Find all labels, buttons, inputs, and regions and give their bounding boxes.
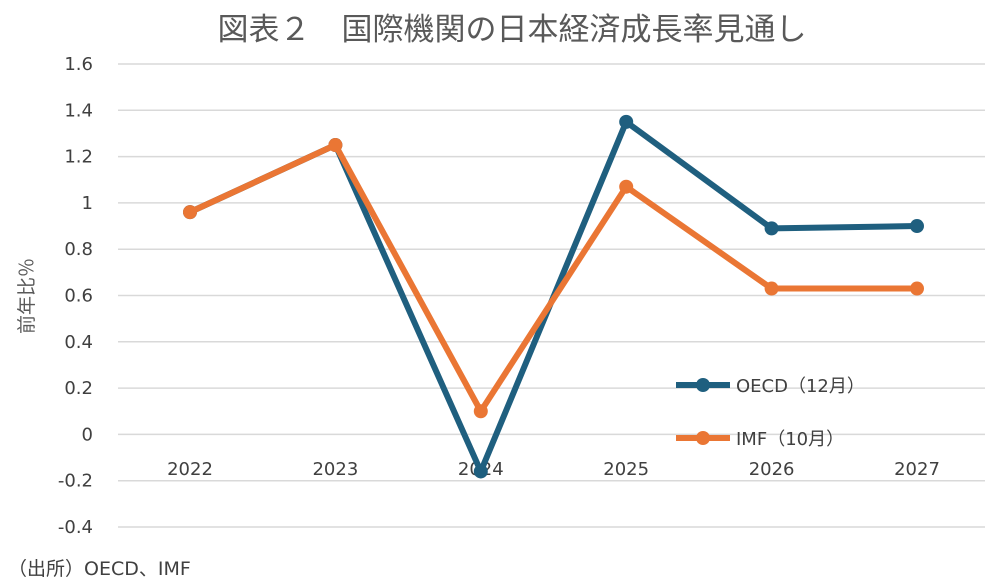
- data-point: [328, 138, 343, 153]
- chart-title: 図表２ 国際機関の日本経済成長率見通し: [218, 12, 807, 48]
- legend-marker: [696, 378, 710, 392]
- x-tick-labels: 202220232024202520262027: [167, 459, 940, 480]
- y-tick-label: 0.6: [64, 286, 93, 307]
- y-tick-label: 0.8: [64, 239, 93, 260]
- source-note: （出所）OECD、IMF: [8, 558, 191, 580]
- y-tick-label: 1.2: [64, 147, 93, 168]
- legend-item: IMF（10月）: [676, 429, 844, 450]
- x-tick-label: 2022: [167, 459, 213, 480]
- y-axis-label: 前年比％: [16, 258, 38, 334]
- y-tick-label: 1.6: [64, 54, 93, 75]
- x-tick-label: 2023: [312, 459, 358, 480]
- legend-label: OECD（12月）: [736, 376, 865, 397]
- series-lines: [183, 114, 924, 479]
- legend-label: IMF（10月）: [736, 429, 844, 450]
- legend: OECD（12月） IMF（10月）: [676, 376, 865, 450]
- y-tick-label: 1: [82, 193, 93, 214]
- data-point: [473, 464, 488, 479]
- y-tick-label: -0.4: [58, 517, 93, 538]
- data-point: [910, 281, 924, 296]
- y-tick-label: 0: [82, 424, 93, 445]
- data-point: [910, 219, 924, 234]
- data-point: [764, 221, 779, 236]
- data-point: [619, 179, 634, 194]
- y-tick-labels: 1.6 1.4 1.2 1 0.8 0.6 0.4 0.2 0 -0.2 -0.4: [58, 54, 93, 538]
- series-line: [187, 142, 920, 415]
- data-point: [619, 114, 634, 129]
- legend-item: OECD（12月）: [676, 376, 865, 397]
- y-tick-label: -0.2: [58, 471, 93, 492]
- data-point: [764, 281, 779, 296]
- data-point: [473, 404, 488, 419]
- x-tick-label: 2025: [603, 459, 649, 480]
- data-point: [183, 205, 197, 220]
- series-imf: [183, 138, 924, 419]
- legend-marker: [696, 431, 710, 445]
- x-tick-label: 2026: [749, 459, 795, 480]
- y-tick-label: 0.4: [64, 332, 93, 353]
- y-tick-label: 0.2: [64, 378, 93, 399]
- x-tick-label: 2027: [894, 459, 940, 480]
- y-tick-label: 1.4: [64, 100, 93, 121]
